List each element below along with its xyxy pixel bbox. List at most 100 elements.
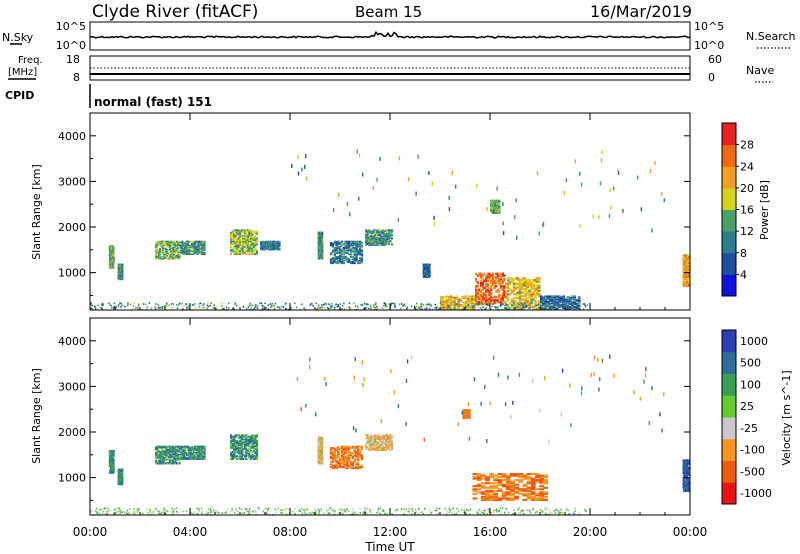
velocity-cell xyxy=(173,450,176,453)
power-cell xyxy=(179,302,181,305)
velocity-cell xyxy=(171,459,174,462)
power-cell xyxy=(270,240,272,242)
power-cell xyxy=(573,296,577,298)
power-cell xyxy=(378,234,381,237)
power-cell xyxy=(429,274,431,277)
velocity-cell xyxy=(243,448,246,451)
power-cell xyxy=(360,242,364,244)
velocity-cell xyxy=(112,465,114,468)
velocity-cell xyxy=(240,452,243,455)
power-cell xyxy=(182,305,185,308)
power-cell xyxy=(163,243,166,246)
power-cell xyxy=(215,308,217,310)
power-cell xyxy=(317,248,319,251)
velocity-cell xyxy=(119,468,121,470)
power-cell xyxy=(476,281,479,284)
power-cell xyxy=(498,208,500,210)
power-cell xyxy=(445,296,449,298)
power-cell xyxy=(196,243,199,245)
power-cell xyxy=(522,287,525,291)
velocity-cell xyxy=(184,458,187,460)
power-cell xyxy=(562,307,565,309)
power-cell xyxy=(337,255,340,258)
power-cell xyxy=(333,240,336,243)
power-cell xyxy=(193,250,196,252)
power-cell xyxy=(386,237,389,239)
power-cell xyxy=(683,282,685,286)
power-cell xyxy=(424,276,426,278)
velocity-cell xyxy=(160,461,163,464)
power-cell xyxy=(473,305,476,308)
power-cell xyxy=(334,308,336,310)
power-cell xyxy=(264,244,267,246)
power-cell xyxy=(687,259,689,263)
power-cell xyxy=(331,303,333,305)
power-patch xyxy=(682,254,690,287)
velocity-cell xyxy=(189,453,192,455)
power-cell xyxy=(495,301,498,304)
power-cell xyxy=(500,272,503,275)
freq-tick-top: 18 xyxy=(66,53,80,66)
power-cell xyxy=(542,302,545,304)
power-cell xyxy=(446,307,448,309)
power-cell xyxy=(320,240,322,243)
power-cell xyxy=(422,305,424,308)
velocity-cell xyxy=(118,478,121,480)
velocity-cell xyxy=(118,480,121,482)
power-cell xyxy=(236,244,239,247)
power-cell xyxy=(683,277,685,280)
power-cell xyxy=(360,257,364,260)
velocity-cell xyxy=(234,441,237,444)
velocity-cell xyxy=(160,455,163,458)
power-cell xyxy=(384,236,387,238)
power-cell xyxy=(582,303,584,305)
power-cell xyxy=(242,243,245,246)
velocity-cell xyxy=(188,457,191,459)
power-cell xyxy=(198,240,201,243)
power-cell xyxy=(249,233,252,236)
velocity-cell xyxy=(168,454,171,457)
power-cell xyxy=(366,231,369,233)
velocity-cell xyxy=(178,450,181,453)
power-cell xyxy=(232,307,235,309)
power-cell xyxy=(457,302,460,304)
power-cell xyxy=(524,306,526,309)
power-cell xyxy=(351,261,355,263)
velocity-cell xyxy=(233,435,236,438)
power-cell xyxy=(564,300,568,302)
power-cell xyxy=(413,305,416,308)
power-cell xyxy=(375,231,378,234)
velocity-cell xyxy=(199,447,202,449)
power-cell xyxy=(163,240,166,243)
power-cell xyxy=(177,257,180,260)
power-cell xyxy=(202,242,205,244)
power-cell xyxy=(340,244,344,247)
power-cell xyxy=(331,245,335,248)
power-cell xyxy=(520,286,524,289)
power-cell xyxy=(339,249,342,252)
power-cell xyxy=(530,294,533,298)
power-cell xyxy=(222,307,224,310)
power-cell xyxy=(530,286,533,289)
power-cell xyxy=(175,247,178,250)
velocity-cell xyxy=(175,462,178,465)
power-cell xyxy=(498,297,501,300)
velocity-cell xyxy=(168,450,171,453)
power-cell xyxy=(155,245,157,248)
power-cell xyxy=(198,242,201,244)
power-cell xyxy=(380,243,383,245)
power-cell xyxy=(339,254,342,257)
power-cell xyxy=(518,300,522,303)
velocity-cell xyxy=(168,461,171,464)
power-cell xyxy=(471,300,474,302)
power-cell xyxy=(457,300,460,303)
power-cell xyxy=(201,307,204,309)
power-cell xyxy=(510,300,514,303)
power-cell xyxy=(684,284,687,287)
power-cell xyxy=(203,244,206,246)
power-cell xyxy=(530,298,533,301)
power-cell xyxy=(213,304,215,306)
power-cell xyxy=(386,234,389,237)
power-cell xyxy=(518,293,522,296)
velocity-cell xyxy=(155,448,157,451)
